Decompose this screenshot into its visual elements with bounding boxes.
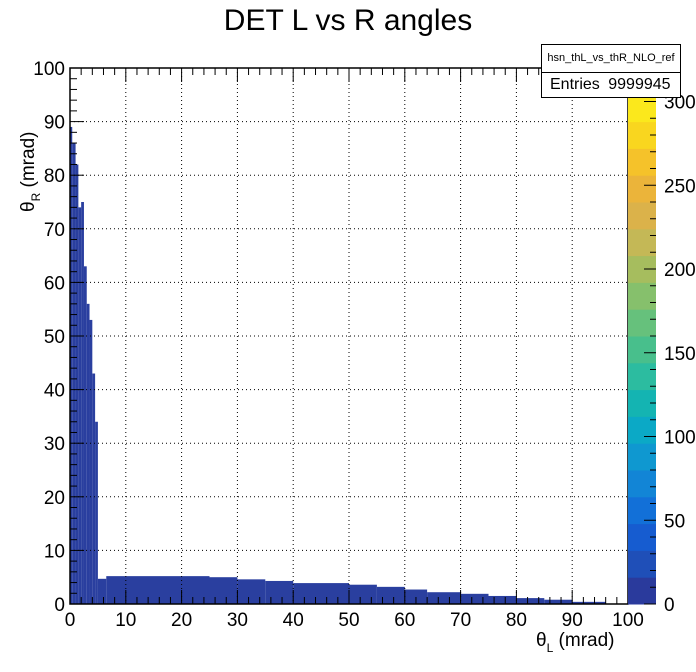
colorbar-swatch [628, 496, 656, 525]
colorbar-tick-label: 0 [664, 595, 675, 616]
heatmap-region-16 [349, 584, 377, 604]
x-tick-label: 60 [394, 610, 415, 631]
heatmap-region-8 [92, 373, 96, 604]
entries-row: Entries 9999945 [550, 76, 671, 94]
heatmap-region-20 [460, 593, 489, 604]
y-tick-label: 70 [44, 220, 65, 241]
colorbar-swatch [628, 148, 656, 176]
heatmap-region-18 [404, 589, 428, 604]
entries-label: Entries [550, 76, 600, 93]
colorbar-swatch [628, 175, 656, 203]
x-tick-label: 70 [450, 610, 471, 631]
colorbar-swatch [628, 362, 656, 391]
colorbar-swatch [628, 550, 656, 578]
heatmap-region-17 [376, 586, 405, 604]
heatmap-region-10 [97, 578, 107, 604]
x-tick-label: 80 [506, 610, 527, 631]
x-tick-label: 50 [338, 610, 359, 631]
heatmap-region-22 [516, 598, 545, 604]
heatmap-region-23 [544, 599, 573, 604]
colorbar-tick-label: 100 [664, 428, 696, 449]
colorbar-swatch [628, 470, 656, 498]
y-axis-unit: (mrad) [18, 131, 39, 193]
heatmap-region-5 [83, 266, 87, 604]
y-tick-label: 20 [44, 488, 65, 509]
colorbar-swatch [628, 336, 656, 364]
x-tick-label: 20 [171, 610, 192, 631]
colorbar-swatch [628, 202, 656, 230]
heatmap-region-3 [78, 207, 82, 605]
colorbar-swatch [628, 416, 656, 444]
x-tick-label: 90 [562, 610, 583, 631]
heatmap-region-24 [572, 601, 606, 604]
heatmap-region-21 [488, 595, 517, 604]
x-tick-labels: 0 10 20 30 40 50 60 70 80 90 100 [65, 610, 644, 631]
colorbar-labels: 0501001502002503000 [664, 59, 696, 616]
colorbar-swatch [628, 309, 656, 337]
y-tick-labels: 0 10 20 30 40 50 60 70 80 90 100 [33, 59, 65, 616]
chart-title: DET L vs R angles [223, 4, 473, 37]
colorbar-tick-label: 250 [664, 176, 696, 197]
heatmap-region-9 [95, 421, 98, 604]
y-tick-label: 30 [44, 434, 65, 455]
y-tick-label: 90 [44, 113, 65, 134]
y-axis-subscript: R [29, 192, 43, 202]
y-tick-label: 0 [54, 595, 65, 616]
x-tick-label: 40 [283, 610, 304, 631]
y-tick-label: 100 [33, 59, 65, 80]
heatmap-region-0 [70, 126, 73, 605]
colorbar-swatch [628, 228, 656, 257]
grid-lines [70, 68, 628, 604]
x-tick-label: 30 [227, 610, 248, 631]
heatmap-region-7 [89, 319, 93, 604]
y-axis-label: θR (mrad) [18, 112, 43, 212]
colorbar-swatch [628, 443, 656, 471]
heatmap-region-4 [81, 202, 84, 604]
x-tick-label: 0 [65, 610, 76, 631]
entries-value: 9999945 [608, 76, 671, 93]
y-axis-symbol: θ [18, 201, 39, 212]
y-tick-label: 80 [44, 166, 65, 187]
heatmap-region-2 [75, 164, 79, 605]
histogram-name: hsn_thL_vs_thR_NLO_ref [542, 45, 680, 73]
heatmap-region-11 [106, 576, 210, 604]
colorbar-swatch [628, 282, 656, 310]
heatmap-region-15 [293, 583, 349, 604]
colorbar-tick-label: 200 [664, 260, 696, 281]
heatmap-region-13 [237, 579, 266, 604]
y-tick-label: 10 [44, 541, 65, 562]
colorbar-tick-label: 50 [664, 511, 685, 532]
colorbar-swatch [628, 94, 656, 123]
x-axis-label: θL (mrad) [536, 630, 615, 655]
heatmap-region-1 [72, 143, 76, 605]
y-tick-label: 40 [44, 381, 65, 402]
axis-ticks [69, 67, 629, 605]
x-tick-label: 10 [115, 610, 136, 631]
heatmap-region-6 [86, 303, 90, 604]
x-tick-label: 100 [612, 610, 644, 631]
heatmap-region-14 [265, 580, 294, 604]
x-axis-unit: (mrad) [553, 630, 615, 651]
x-axis-symbol: θ [536, 630, 547, 651]
heatmap-region-19 [427, 592, 461, 604]
stats-box: hsn_thL_vs_thR_NLO_ref Entries 9999945 [541, 44, 681, 98]
heatmap-region-12 [209, 577, 238, 604]
colorbar-tick-label: 150 [664, 344, 696, 365]
heatmap-regions [70, 126, 606, 605]
colorbar [628, 68, 656, 605]
x-axis-subscript: L [546, 641, 554, 655]
colorbar-swatch [628, 577, 656, 605]
y-tick-label: 60 [44, 273, 65, 294]
y-tick-label: 50 [44, 327, 65, 348]
